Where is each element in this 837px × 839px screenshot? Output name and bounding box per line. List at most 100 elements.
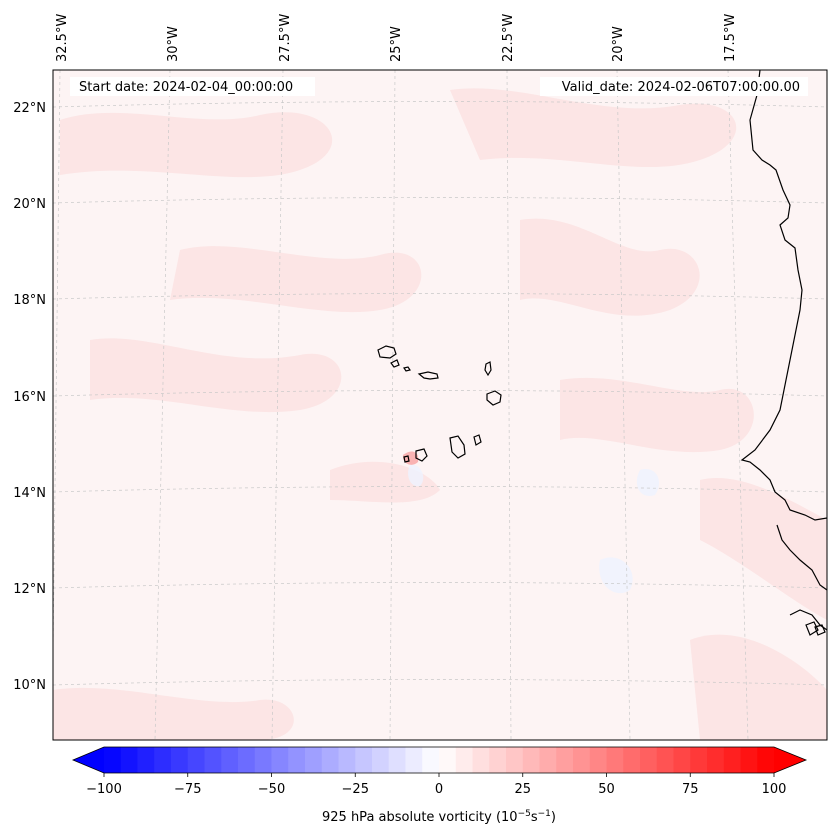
colorbar-cell <box>573 747 591 773</box>
colorbar-tick-label: 0 <box>435 782 443 797</box>
colorbar-cell <box>690 747 708 773</box>
colorbar-high-extend <box>774 747 806 773</box>
colorbar-tick-label: 50 <box>598 782 615 797</box>
cape-verde-islands <box>377 345 502 463</box>
parallel-line <box>53 390 827 397</box>
colorbar-cell <box>355 747 373 773</box>
lon-tick-label: 22.5°W <box>501 14 516 62</box>
colorbar-cell <box>254 747 273 773</box>
colorbar-cell <box>305 747 323 773</box>
colorbar-ticks: −100 −75 −50 −25 0 25 50 75 100 <box>86 773 786 797</box>
colorbar-cell <box>187 747 206 773</box>
vorticity-patch <box>60 112 333 178</box>
colorbar-cell <box>472 747 490 773</box>
colorbar-title-mid: s <box>531 810 538 825</box>
island-fogo <box>415 448 428 462</box>
vorticity-field-negative <box>408 464 660 594</box>
vorticity-patch <box>170 246 422 313</box>
colorbar-cell <box>422 747 440 773</box>
vorticity-patch <box>450 88 737 168</box>
colorbar-cell <box>539 747 557 773</box>
lat-tick-label: 10°N <box>13 678 46 693</box>
colorbar-cells <box>104 747 775 773</box>
colorbar-title: 925 hPa absolute vorticity (10−5s−1) <box>322 809 556 825</box>
colorbar-cell <box>120 747 139 773</box>
parallel-line <box>53 293 827 300</box>
colorbar-cell <box>271 747 289 773</box>
lat-tick-label: 18°N <box>13 293 46 308</box>
colorbar-tick-label: 25 <box>514 782 531 797</box>
colorbar-cell <box>640 747 658 773</box>
colorbar-tick-label: −50 <box>258 782 285 797</box>
parallel-line <box>53 679 827 686</box>
lat-tick-label: 20°N <box>13 197 46 212</box>
lat-tick-label: 16°N <box>13 390 46 405</box>
colorbar-cell <box>740 747 758 773</box>
colorbar-cell <box>723 747 742 773</box>
colorbar-cell <box>321 747 340 773</box>
valid-date-box <box>540 77 808 96</box>
lat-tick-label: 12°N <box>13 582 46 597</box>
lon-tick-label: 27.5°W <box>278 14 293 62</box>
colorbar-cell <box>238 747 256 773</box>
colorbar-cell <box>606 747 624 773</box>
colorbar-cell <box>589 747 608 773</box>
start-date-label: Start date: 2024-02-04_00:00:00 <box>79 80 293 95</box>
start-date-box <box>70 77 315 96</box>
colorbar-low-extend <box>73 747 104 773</box>
meridian-line <box>389 70 396 740</box>
colorbar-cell <box>372 747 390 773</box>
colorbar-cell <box>288 747 306 773</box>
island-brava <box>403 455 410 463</box>
colorbar-tick-label: −25 <box>342 782 369 797</box>
colorbar-tick-label: 75 <box>682 782 699 797</box>
lon-tick-label: 32.5°W <box>55 14 70 62</box>
colorbar-cell <box>757 747 775 773</box>
island-sao-vicente <box>390 359 400 368</box>
map-panel: Start date: 2024-02-04_00:00:00 Valid_da… <box>53 70 827 740</box>
vorticity-patch-negative <box>408 464 424 487</box>
bijagos-islands <box>805 621 826 636</box>
lon-tick-labels: 32.5°W 30°W 27.5°W 25°W 22.5°W 20°W 17.5… <box>55 14 738 62</box>
island-boa-vista <box>486 390 502 406</box>
island-santa-luzia <box>403 366 411 372</box>
colorbar-cell <box>338 747 356 773</box>
parallel-line <box>53 486 827 493</box>
island-santiago <box>449 435 466 459</box>
lon-tick-label: 20°W <box>611 26 626 62</box>
colorbar: −100 −75 −50 −25 0 25 50 75 100 925 hPa absolute… <box>71 746 808 825</box>
meridian-line <box>727 70 749 740</box>
colorbar-cell <box>673 747 691 773</box>
colorbar-title-end: ) <box>551 810 556 825</box>
meridian-line <box>506 70 512 740</box>
island-sal <box>484 361 492 377</box>
graticule <box>53 70 827 740</box>
vorticity-patch <box>90 338 342 413</box>
vorticity-patch <box>690 634 827 740</box>
colorbar-cell <box>489 747 507 773</box>
colorbar-cell <box>506 747 524 773</box>
colorbar-cell <box>656 747 675 773</box>
valid-date-label: Valid_date: 2024-02-06T07:00:00.00 <box>562 80 800 95</box>
map-frame <box>52 69 828 741</box>
colorbar-cell <box>154 747 172 773</box>
parallel-line <box>53 582 827 589</box>
senegal-coast <box>776 524 827 591</box>
colorbar-cell <box>439 747 457 773</box>
colorbar-title-exp2: −1 <box>538 809 551 819</box>
colorbar-cell <box>388 747 407 773</box>
colorbar-title-main: 925 hPa absolute vorticity (10 <box>322 810 518 825</box>
meridian-line <box>616 70 631 740</box>
parallel-line <box>53 197 827 204</box>
colorbar-cell <box>405 747 423 773</box>
parallel-line <box>53 101 827 108</box>
lon-tick-label: 25°W <box>389 26 404 62</box>
colorbar-cell <box>221 747 239 773</box>
colorbar-cell <box>707 747 725 773</box>
colorbar-cell <box>204 747 222 773</box>
vorticity-patch <box>53 687 294 740</box>
colorbar-cell <box>556 747 574 773</box>
lon-tick-label: 17.5°W <box>723 14 738 62</box>
colorbar-tick-label: −75 <box>174 782 201 797</box>
africa-coastline <box>740 70 827 521</box>
